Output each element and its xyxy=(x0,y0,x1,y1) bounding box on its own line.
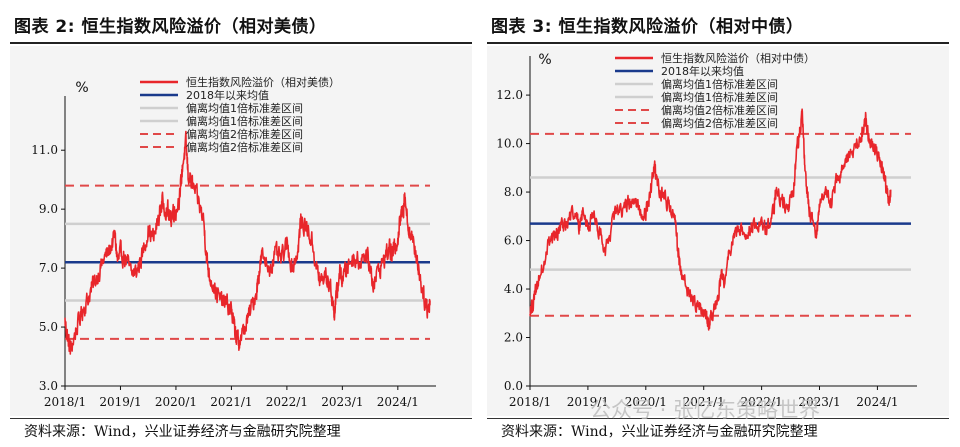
right-x-tick-label: 2024/1 xyxy=(856,395,898,409)
right-chart-panel: 图表 3: 恒生指数风险溢价（相对中债） 0.0 2.0 4.0 6.0 8.0 10.0… xyxy=(487,0,957,447)
left-legend-label: 恒生指数风险溢价（相对美债） xyxy=(186,75,340,89)
left-source-divider xyxy=(10,418,472,419)
left-y-tick-label: 9.0 xyxy=(39,202,58,216)
right-y-tick-label: 8.0 xyxy=(504,185,523,199)
left-unit-label: % xyxy=(75,80,88,96)
left-y-tick-label: 11.0 xyxy=(31,143,58,157)
left-x-tick-label: 2024/1 xyxy=(377,395,419,409)
right-source-divider xyxy=(487,418,949,419)
left-y-tick-label: 7.0 xyxy=(39,261,58,275)
left-legend-label: 偏离均值1倍标准差区间 xyxy=(186,114,303,128)
right-unit-label: % xyxy=(538,52,551,68)
right-legend-label: 偏离均值1倍标准差区间 xyxy=(661,90,778,104)
right-y-tick-label: 10.0 xyxy=(496,137,523,151)
right-legend-label: 偏离均值1倍标准差区间 xyxy=(661,77,778,91)
left-x-tick-label: 2020/1 xyxy=(155,395,197,409)
right-chart-svg: 0.0 2.0 4.0 6.0 8.0 10.0 12.0 2018/1 2019/1 2020/… xyxy=(496,51,917,409)
right-y-tick-label: 6.0 xyxy=(504,234,523,248)
left-legend-label: 偏离均值1倍标准差区间 xyxy=(186,101,303,115)
left-x-tick-label: 2021/1 xyxy=(210,395,252,409)
left-title-divider xyxy=(10,42,472,44)
right-x-tick-label: 2020/1 xyxy=(625,395,667,409)
right-title-divider xyxy=(487,42,949,44)
left-x-tick-label: 2022/1 xyxy=(266,395,308,409)
left-x-tick-label: 2019/1 xyxy=(99,395,141,409)
right-x-tick-label: 2022/1 xyxy=(741,395,783,409)
right-x-tick-label: 2021/1 xyxy=(683,395,725,409)
left-chart-area: 3.0 5.0 7.0 9.0 11.0 2018/1 2019/1 2020/1 2021/1… xyxy=(10,46,472,416)
left-legend-label: 2018年以来均值 xyxy=(186,88,269,102)
right-chart-area: 0.0 2.0 4.0 6.0 8.0 10.0 12.0 2018/1 2019/1 2020/… xyxy=(487,46,949,416)
right-legend-label: 偏离均值2倍标准差区间 xyxy=(661,116,778,130)
left-legend-label: 偏离均值2倍标准差区间 xyxy=(186,140,303,154)
left-chart-title: 图表 2: 恒生指数风险溢价（相对美债） xyxy=(14,17,327,37)
watermark: 公众号 · 张忆东策略世界 xyxy=(590,398,821,422)
right-source-note: 资料来源：Wind，兴业证券经济与金融研究院整理 xyxy=(501,424,818,440)
left-y-tick-label: 5.0 xyxy=(39,320,58,334)
right-y-tick-label: 2.0 xyxy=(504,331,523,345)
left-chart-panel: 图表 2: 恒生指数风险溢价（相对美债） 3.0 5.0 7.0 9.0 11.0 201… xyxy=(10,0,480,447)
left-legend-label: 偏离均值2倍标准差区间 xyxy=(186,127,303,141)
right-x-tick-label: 2018/1 xyxy=(509,395,551,409)
right-y-tick-label: 12.0 xyxy=(496,88,523,102)
right-legend-label: 2018年以来均值 xyxy=(661,64,744,78)
right-series-line xyxy=(529,108,892,331)
left-series-line xyxy=(64,130,431,355)
right-legend-label: 偏离均值2倍标准差区间 xyxy=(661,103,778,117)
right-legend-label: 恒生指数风险溢价（相对中债） xyxy=(661,51,815,65)
left-y-tick-label: 3.0 xyxy=(39,379,58,393)
left-x-tick-label: 2018/1 xyxy=(44,395,86,409)
right-x-tick-label: 2019/1 xyxy=(567,395,609,409)
right-y-tick-label: 4.0 xyxy=(504,282,523,296)
left-x-tick-label: 2023/1 xyxy=(321,395,363,409)
right-x-tick-label: 2023/1 xyxy=(798,395,840,409)
right-chart-title: 图表 3: 恒生指数风险溢价（相对中债） xyxy=(491,17,804,37)
right-y-tick-label: 0.0 xyxy=(504,379,523,393)
left-source-note: 资料来源：Wind，兴业证券经济与金融研究院整理 xyxy=(24,424,341,440)
left-chart-svg: 3.0 5.0 7.0 9.0 11.0 2018/1 2019/1 2020/1 2021/1… xyxy=(31,75,436,409)
